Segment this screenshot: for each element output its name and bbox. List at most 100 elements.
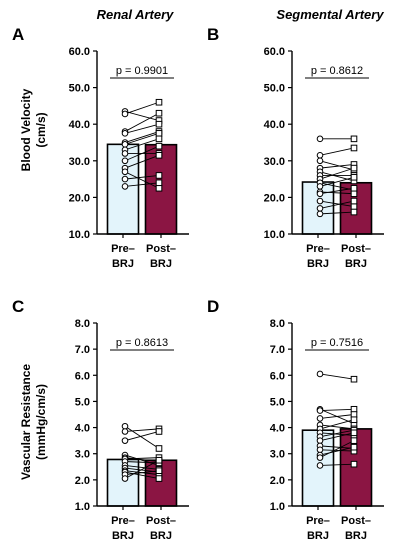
y-tick-label: 50.0 (264, 83, 285, 95)
category-label: BRJ (345, 530, 367, 542)
pre-point-2 (316, 407, 324, 414)
pair-line-11 (319, 446, 355, 456)
pair-line-11 (124, 174, 160, 180)
pair-line-2 (124, 112, 160, 132)
pair-line-7 (124, 465, 160, 470)
pair-line-3 (319, 164, 355, 169)
y-tick-label: 4.0 (75, 423, 90, 435)
y-tick-label: 20.0 (69, 192, 90, 204)
post-point-5 (350, 416, 358, 424)
panel-c: C 1.0 2.0 3.0 4.0 5.0 6.0 7.0 8.0 Pre– BRJ Post– BRJ… (12, 297, 189, 542)
pre-point-5 (121, 141, 129, 148)
post-point-10 (155, 475, 163, 482)
y-tick-label: 8.0 (75, 318, 90, 330)
pre-point-2 (121, 437, 129, 444)
pair-line-4 (319, 424, 355, 430)
y-tick-label: 1.0 (270, 501, 285, 513)
post-point-12 (350, 437, 358, 444)
pair-line-7 (319, 429, 355, 438)
panel-d: D 1.0 2.0 3.0 4.0 5.0 6.0 7.0 8.0 Pre– BRJ Post– BRJ… (207, 297, 384, 542)
post-point-11 (155, 467, 163, 475)
pair-line-6 (319, 167, 355, 180)
y-tick-label: 7.0 (270, 344, 285, 356)
category-label: Pre– (111, 243, 135, 255)
post-point-12 (350, 197, 358, 205)
pre-point-1 (316, 152, 324, 159)
y-tick-label: 3.0 (75, 449, 90, 461)
pair-line-0 (124, 110, 160, 121)
pair-line-5 (124, 132, 160, 145)
pair-line-10 (319, 187, 355, 195)
y-tick-label: 30.0 (264, 156, 285, 168)
post-point-10 (350, 184, 358, 192)
pair-line-2 (319, 160, 355, 171)
post-point-0 (350, 135, 358, 143)
post-point-0 (350, 375, 358, 383)
pair-line-1 (124, 101, 160, 115)
bar-pre (106, 143, 140, 235)
pair-line-6 (124, 461, 160, 464)
pair-line-5 (319, 419, 355, 430)
pair-line-0 (124, 425, 160, 449)
panel-letter: A (12, 25, 24, 44)
y-tick-label: 6.0 (270, 370, 285, 382)
post-point-9 (350, 190, 358, 198)
pre-point-8 (316, 183, 324, 190)
pre-point-12 (121, 183, 129, 190)
category-label: BRJ (307, 530, 329, 542)
post-point-13 (350, 460, 358, 468)
post-point-1 (155, 98, 163, 106)
pre-point-0 (316, 135, 324, 143)
post-point-1 (350, 144, 358, 152)
post-point-8 (350, 173, 358, 181)
panel-letter: D (207, 297, 219, 316)
pre-point-11 (316, 197, 324, 205)
pre-point-1 (121, 110, 129, 118)
pre-point-7 (121, 150, 129, 157)
category-label: Post– (341, 515, 371, 527)
pair-line-12 (124, 182, 160, 187)
y-tick-label: 5.0 (270, 396, 285, 408)
post-point-5 (155, 130, 163, 137)
post-point-9 (155, 152, 163, 159)
category-label: BRJ (150, 258, 172, 270)
pair-line-10 (319, 449, 355, 452)
post-point-0 (155, 445, 163, 452)
pair-line-10 (124, 171, 160, 189)
pair-line-8 (319, 176, 355, 187)
pair-line-1 (319, 147, 355, 156)
pair-line-6 (319, 432, 355, 436)
pair-line-9 (124, 154, 160, 169)
pair-line-8 (124, 145, 160, 162)
y-tick-label: 20.0 (264, 192, 285, 204)
p-value-label: p = 0.9901 (116, 65, 168, 77)
pair-line-1 (124, 428, 160, 432)
y-tick-label: 50.0 (69, 83, 90, 95)
pre-point-3 (121, 130, 129, 137)
category-label: Post– (341, 243, 371, 255)
panel-letter: C (12, 297, 24, 316)
p-value-label: p = 0.8612 (311, 65, 363, 77)
pair-line-3 (319, 414, 355, 419)
pair-line-13 (319, 463, 355, 466)
pair-line-11 (124, 470, 160, 476)
y-tick-label: 60.0 (264, 46, 285, 58)
post-point-10 (155, 184, 163, 192)
p-value-label: p = 0.7516 (311, 337, 363, 349)
pre-point-12 (316, 454, 324, 461)
y-tick-label: 2.0 (75, 475, 90, 487)
pair-line-13 (319, 211, 355, 215)
post-point-12 (155, 456, 163, 464)
pre-point-8 (121, 157, 129, 165)
panel-a: A 10.0 20.0 30.0 40.0 50.0 60.0 Pre– BRJ Post– BRJ… (12, 25, 189, 270)
pair-line-6 (124, 138, 160, 151)
post-point-6 (155, 135, 163, 143)
post-point-3 (155, 120, 163, 128)
category-label: Pre– (306, 243, 330, 255)
pair-line-2 (319, 408, 355, 412)
pair-line-5 (124, 457, 160, 460)
category-label: BRJ (345, 258, 367, 270)
y-tick-label: 4.0 (270, 423, 285, 435)
category-label: Post– (146, 515, 176, 527)
y-tick-label: 1.0 (75, 501, 90, 513)
